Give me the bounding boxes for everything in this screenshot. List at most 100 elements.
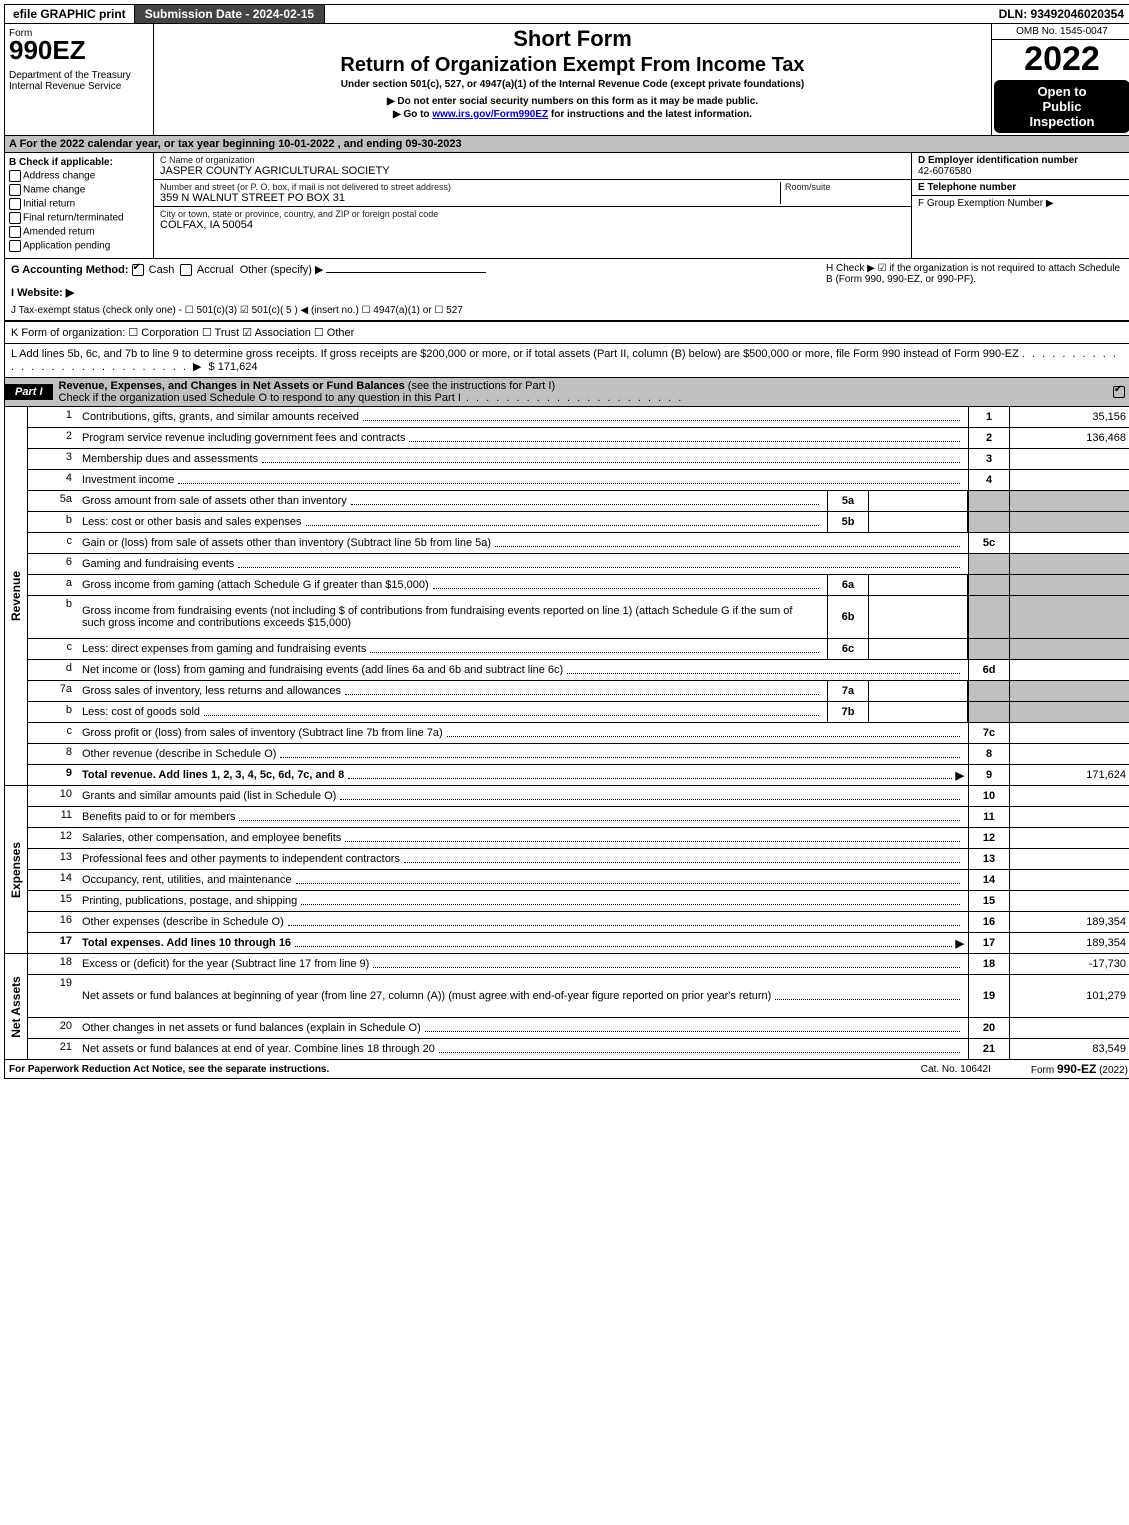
line-desc: Less: cost of goods sold bbox=[78, 702, 827, 722]
chk-final-return[interactable]: Final return/terminated bbox=[9, 212, 149, 224]
mini-line-no: 5b bbox=[827, 512, 869, 532]
line-b: bGross income from fundraising events (n… bbox=[28, 596, 1129, 639]
mini-amount bbox=[869, 639, 968, 659]
line-desc: Other expenses (describe in Schedule O) bbox=[78, 912, 968, 932]
part-i-tab: Part I bbox=[5, 384, 53, 400]
line-rno: 13 bbox=[968, 849, 1009, 869]
omb-number: OMB No. 1545-0047 bbox=[992, 24, 1129, 40]
line-rno bbox=[968, 702, 1009, 722]
form-header: Form 990EZ Department of the Treasury In… bbox=[4, 24, 1129, 136]
line-rno: 19 bbox=[968, 975, 1009, 1017]
line-rno: 21 bbox=[968, 1039, 1009, 1059]
line-amount bbox=[1009, 1018, 1129, 1038]
line-number: c bbox=[28, 533, 78, 553]
line-1: 1Contributions, gifts, grants, and simil… bbox=[28, 407, 1129, 428]
line-rno: 20 bbox=[968, 1018, 1009, 1038]
line-rno: 1 bbox=[968, 407, 1009, 427]
line-19: 19Net assets or fund balances at beginni… bbox=[28, 975, 1129, 1018]
line-desc: Gross income from gaming (attach Schedul… bbox=[78, 575, 827, 595]
mini-line-no: 5a bbox=[827, 491, 869, 511]
section-c: C Name of organization JASPER COUNTY AGR… bbox=[154, 153, 911, 258]
line-14: 14Occupancy, rent, utilities, and mainte… bbox=[28, 870, 1129, 891]
line-8: 8Other revenue (describe in Schedule O)8 bbox=[28, 744, 1129, 765]
part-i-header: Part I Revenue, Expenses, and Changes in… bbox=[4, 378, 1129, 407]
line-rno: 18 bbox=[968, 954, 1009, 974]
dln-label: DLN: 93492046020354 bbox=[991, 5, 1129, 23]
chk-name-change[interactable]: Name change bbox=[9, 184, 149, 196]
chk-amended-return[interactable]: Amended return bbox=[9, 226, 149, 238]
section-g: G Accounting Method: Cash Accrual Other … bbox=[11, 263, 820, 316]
line-amount: 189,354 bbox=[1009, 933, 1129, 953]
efile-print-button[interactable]: efile GRAPHIC print bbox=[5, 5, 135, 23]
line-c: cLess: direct expenses from gaming and f… bbox=[28, 639, 1129, 660]
submission-date-button[interactable]: Submission Date - 2024-02-15 bbox=[135, 5, 325, 23]
line-rno: 7c bbox=[968, 723, 1009, 743]
line-c: cGain or (loss) from sale of assets othe… bbox=[28, 533, 1129, 554]
line-number: c bbox=[28, 723, 78, 743]
form-number: 990EZ bbox=[9, 39, 149, 62]
chk-accrual[interactable] bbox=[180, 264, 192, 276]
line-number: d bbox=[28, 660, 78, 680]
chk-schedule-o[interactable] bbox=[1113, 386, 1125, 398]
line-rno bbox=[968, 512, 1009, 532]
paperwork-notice: For Paperwork Reduction Act Notice, see … bbox=[9, 1064, 881, 1075]
line-number: 19 bbox=[28, 975, 78, 1017]
line-5a: 5aGross amount from sale of assets other… bbox=[28, 491, 1129, 512]
mini-line-no: 6b bbox=[827, 596, 869, 638]
line-number: b bbox=[28, 702, 78, 722]
line-20: 20Other changes in net assets or fund ba… bbox=[28, 1018, 1129, 1039]
line-number: 2 bbox=[28, 428, 78, 448]
line-rno: 10 bbox=[968, 786, 1009, 806]
line-desc: Membership dues and assessments bbox=[78, 449, 968, 469]
line-amount bbox=[1009, 470, 1129, 490]
line-rno: 2 bbox=[968, 428, 1009, 448]
line-rno bbox=[968, 639, 1009, 659]
line-b: bLess: cost of goods sold7b bbox=[28, 702, 1129, 723]
line-desc: Net income or (loss) from gaming and fun… bbox=[78, 660, 968, 680]
line-amount: -17,730 bbox=[1009, 954, 1129, 974]
line-rno bbox=[968, 554, 1009, 574]
line-rno: 15 bbox=[968, 891, 1009, 911]
line-amount bbox=[1009, 744, 1129, 764]
line-rno: 9 bbox=[968, 765, 1009, 785]
chk-address-change[interactable]: Address change bbox=[9, 170, 149, 182]
line-b: bLess: cost or other basis and sales exp… bbox=[28, 512, 1129, 533]
street-cell: Number and street (or P. O. box, if mail… bbox=[154, 180, 911, 207]
line-number: 4 bbox=[28, 470, 78, 490]
line-amount bbox=[1009, 870, 1129, 890]
line-desc: Other revenue (describe in Schedule O) bbox=[78, 744, 968, 764]
line-number: 11 bbox=[28, 807, 78, 827]
line-rno: 11 bbox=[968, 807, 1009, 827]
line-amount: 189,354 bbox=[1009, 912, 1129, 932]
street-address: 359 N WALNUT STREET PO BOX 31 bbox=[160, 192, 780, 204]
subtitle-3: ▶ Go to www.irs.gov/Form990EZ for instru… bbox=[160, 109, 985, 120]
line-rno: 5c bbox=[968, 533, 1009, 553]
line-number: a bbox=[28, 575, 78, 595]
line-amount: 171,624 bbox=[1009, 765, 1129, 785]
chk-application-pending[interactable]: Application pending bbox=[9, 240, 149, 252]
top-bar: efile GRAPHIC print Submission Date - 20… bbox=[4, 4, 1129, 24]
line-amount bbox=[1009, 449, 1129, 469]
line-amount bbox=[1009, 849, 1129, 869]
line-desc: Excess or (deficit) for the year (Subtra… bbox=[78, 954, 968, 974]
line-desc: Net assets or fund balances at beginning… bbox=[78, 975, 968, 1017]
city-cell: City or town, state or province, country… bbox=[154, 207, 911, 233]
chk-initial-return[interactable]: Initial return bbox=[9, 198, 149, 210]
line-number: 1 bbox=[28, 407, 78, 427]
line-number: 20 bbox=[28, 1018, 78, 1038]
org-name: JASPER COUNTY AGRICULTURAL SOCIETY bbox=[160, 165, 905, 177]
line-amount bbox=[1009, 596, 1129, 638]
line-6: 6Gaming and fundraising events bbox=[28, 554, 1129, 575]
line-desc: Gross income from fundraising events (no… bbox=[78, 596, 827, 638]
line-number: 12 bbox=[28, 828, 78, 848]
chk-cash[interactable] bbox=[132, 264, 144, 276]
irs-link[interactable]: www.irs.gov/Form990EZ bbox=[432, 109, 548, 120]
line-amount bbox=[1009, 702, 1129, 722]
line-amount bbox=[1009, 807, 1129, 827]
line-desc: Gross amount from sale of assets other t… bbox=[78, 491, 827, 511]
irs-label: Internal Revenue Service bbox=[9, 81, 149, 92]
line-12: 12Salaries, other compensation, and empl… bbox=[28, 828, 1129, 849]
line-number: 13 bbox=[28, 849, 78, 869]
line-number: 21 bbox=[28, 1039, 78, 1059]
line-rno: 4 bbox=[968, 470, 1009, 490]
